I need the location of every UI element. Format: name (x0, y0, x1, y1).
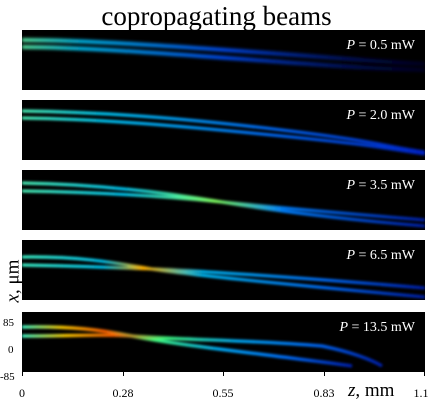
figure-title: copropagating beams (101, 1, 332, 31)
y-tick-minus-85: -85 (0, 371, 15, 383)
y-axis-label: x, μm (2, 259, 24, 303)
x-tick-mark-3 (324, 372, 325, 376)
x-tick-mark-4 (424, 372, 425, 376)
panel-1: P = 2.0 mW (22, 100, 425, 160)
panel-3: P = 6.5 mW (22, 240, 425, 300)
beam-plot-0 (22, 38, 425, 72)
x-tick-0: 0 (19, 386, 25, 400)
power-label-1: P = 2.0 mW (346, 108, 415, 123)
x-tick-11: 1.1 (413, 386, 429, 400)
x-tick-028: 0.28 (112, 386, 134, 400)
x-axis-label: z, mm (348, 380, 395, 401)
x-tick-083: 0.83 (313, 386, 335, 400)
beam-plot-1 (22, 109, 425, 156)
power-label-2: P = 3.5 mW (346, 178, 415, 193)
panel-0: P = 0.5 mW (22, 30, 425, 90)
beam-plot-2 (22, 181, 425, 228)
x-tick-055: 0.55 (212, 386, 234, 400)
panel-4: P = 13.5 mW (22, 312, 425, 372)
power-label-3: P = 6.5 mW (346, 248, 415, 263)
y-tick-85: 85 (3, 317, 14, 329)
power-label-4: P = 13.5 mW (339, 320, 415, 335)
x-tick-mark-2 (223, 372, 224, 376)
x-tick-mark-1 (123, 372, 124, 376)
y-tick-0: 0 (8, 344, 14, 356)
power-label-0: P = 0.5 mW (346, 38, 415, 53)
beam-plot-3 (22, 255, 425, 299)
panel-2: P = 3.5 mW (22, 170, 425, 230)
beam-plot-4 (22, 325, 383, 368)
x-tick-mark-0 (22, 372, 23, 376)
